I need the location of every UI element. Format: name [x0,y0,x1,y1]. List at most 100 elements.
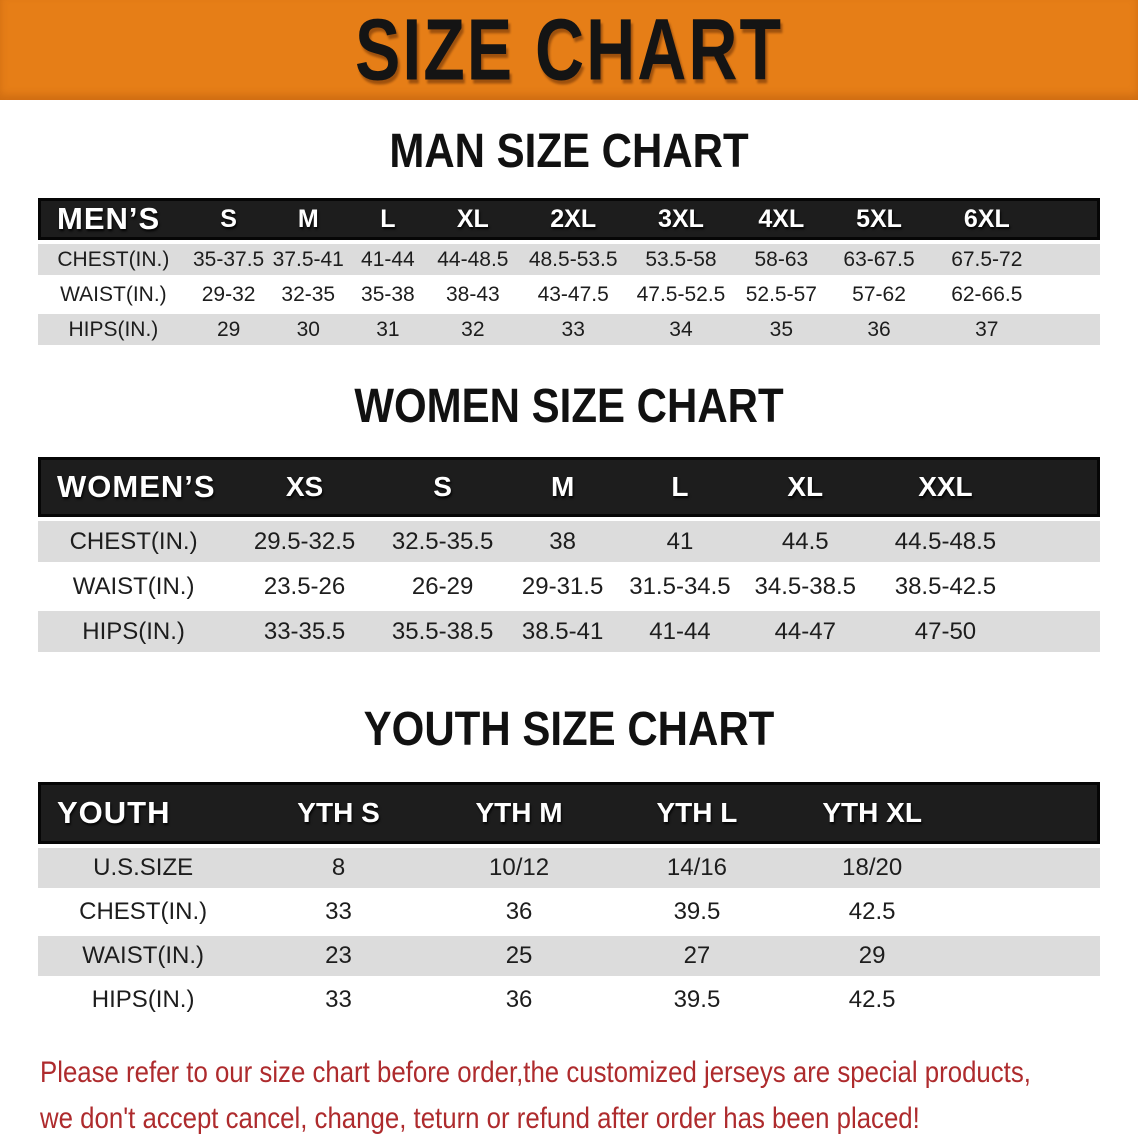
row-label: WAIST(IN.) [38,936,249,977]
spacer-cell [1020,521,1100,563]
size-cell: 32.5-35.5 [379,521,506,563]
spacer-cell [1020,611,1100,653]
column-header: XS [229,457,380,518]
disclaimer-text: Please refer to our size chart before or… [40,1050,1106,1142]
column-header: XL [739,457,871,518]
size-cell: 31.5-34.5 [619,566,740,608]
disclaimer-line-1: Please refer to our size chart before or… [40,1056,1031,1090]
spacer-cell [1020,457,1100,518]
section-heading: YOUTH SIZE CHART [363,701,775,756]
spacer-cell [1044,244,1100,276]
spacer-cell [1020,566,1100,608]
table-row: CHEST(IN.) 29.5-32.5 32.5-35.5 38 41 44.5 44.5… [38,521,1100,563]
table-row: WAIST(IN.) 23 25 27 29 [38,936,1100,977]
column-header: S [379,457,506,518]
size-cell: 35.5-38.5 [379,611,506,653]
size-cell: 53.5-58 [628,244,734,276]
table-row: HIPS(IN.) 33-35.5 35.5-38.5 38.5-41 41-44 44-… [38,611,1100,653]
size-cell: 47.5-52.5 [628,279,734,311]
size-cell: 38-43 [427,279,518,311]
size-cell: 36 [428,892,610,933]
size-cell: 30 [268,314,349,346]
column-header: L [348,198,428,241]
column-header: 5XL [829,198,929,241]
row-label: CHEST(IN.) [38,521,230,563]
row-label: WAIST(IN.) [38,566,230,608]
table-corner-label: WOMEN’S [38,457,230,518]
column-header: YTH M [428,782,610,845]
spacer-cell [959,782,1100,845]
column-header: M [505,457,620,518]
size-cell: 42.5 [784,892,960,933]
size-cell: 32-35 [268,279,349,311]
size-cell: 32 [427,314,518,346]
size-cell: 29-32 [188,279,269,311]
size-cell: 35-37.5 [188,244,269,276]
column-header: XL [427,198,518,241]
size-cell: 47-50 [870,611,1021,653]
size-cell: 41-44 [348,244,428,276]
size-cell: 44-47 [739,611,871,653]
size-cell: 38 [505,521,620,563]
disclaimer-line-2: we don't accept cancel, change, teturn o… [40,1101,920,1135]
table-row: HIPS(IN.) 29 30 31 32 33 34 35 36 37 [38,314,1100,346]
size-cell: 44-48.5 [427,244,518,276]
size-table: WOMEN’S XS S M L XL XXL CHEST(IN.) 29.5-32.5 32.5… [38,453,1100,656]
spacer-cell [959,848,1100,889]
table-header-row: WOMEN’S XS S M L XL XXL [38,457,1100,518]
size-cell: 37.5-41 [268,244,349,276]
size-cell: 33 [517,314,629,346]
size-cell: 23.5-26 [229,566,380,608]
section-heading: MAN SIZE CHART [389,123,749,178]
table-row: CHEST(IN.) 33 36 39.5 42.5 [38,892,1100,933]
size-cell: 8 [248,848,429,889]
size-cell: 48.5-53.5 [517,244,629,276]
row-label: HIPS(IN.) [38,980,249,1021]
column-header: L [619,457,740,518]
size-cell: 52.5-57 [733,279,830,311]
table-header-row: YOUTH YTH S YTH M YTH L YTH XL [38,782,1100,845]
size-cell: 37 [928,314,1045,346]
column-header: YTH XL [784,782,960,845]
table-corner-label: MEN’S [38,198,189,241]
size-cell: 27 [609,936,785,977]
size-cell: 25 [428,936,610,977]
section-heading: WOMEN SIZE CHART [354,378,784,433]
table-corner-label: YOUTH [38,782,249,845]
table-row: WAIST(IN.) 29-32 32-35 35-38 38-43 43-47.5 47.… [38,279,1100,311]
size-cell: 42.5 [784,980,960,1021]
column-header: M [268,198,349,241]
spacer-cell [959,892,1100,933]
size-chart-banner: SIZE CHART [0,0,1138,100]
size-cell: 63-67.5 [829,244,929,276]
size-chart-section: MAN SIZE CHART MEN’S S M L XL 2XL 3XL 4XL 5XL 6XL C… [0,123,1138,349]
size-cell: 41-44 [619,611,740,653]
size-cell: 38.5-41 [505,611,620,653]
size-cell: 34.5-38.5 [739,566,871,608]
row-label: CHEST(IN.) [38,244,189,276]
size-table: MEN’S S M L XL 2XL 3XL 4XL 5XL 6XL CHEST(IN.) 35-37… [38,194,1100,349]
size-cell: 26-29 [379,566,506,608]
banner-title: SIZE CHART [355,1,783,99]
size-table: YOUTH YTH S YTH M YTH L YTH XL U.S.SIZE 8 10/12… [38,778,1100,1024]
row-label: WAIST(IN.) [38,279,189,311]
column-header: S [188,198,269,241]
table-row: WAIST(IN.) 23.5-26 26-29 29-31.5 31.5-34.5 34… [38,566,1100,608]
size-chart-section: WOMEN SIZE CHART WOMEN’S XS S M L XL XXL CHEST(I… [0,378,1138,656]
size-cell: 33 [248,980,429,1021]
size-cell: 29 [784,936,960,977]
size-cell: 34 [628,314,734,346]
size-cell: 35 [733,314,830,346]
column-header: 4XL [733,198,830,241]
size-cell: 41 [619,521,740,563]
column-header: 2XL [517,198,629,241]
spacer-cell [1044,279,1100,311]
size-cell: 67.5-72 [928,244,1045,276]
size-cell: 33 [248,892,429,933]
size-cell: 57-62 [829,279,929,311]
size-cell: 58-63 [733,244,830,276]
row-label: HIPS(IN.) [38,314,189,346]
size-cell: 14/16 [609,848,785,889]
spacer-cell [959,980,1100,1021]
size-cell: 44.5-48.5 [870,521,1021,563]
